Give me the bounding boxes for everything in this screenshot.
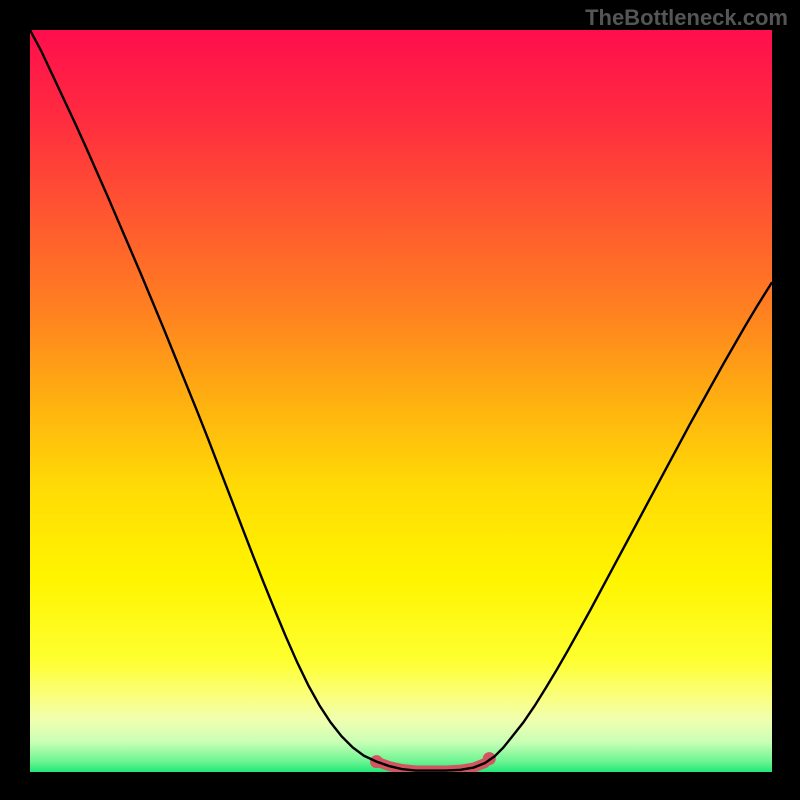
plot-area [30,30,772,772]
chart-svg [30,30,772,772]
watermark-text: TheBottleneck.com [585,5,788,31]
chart-container: TheBottleneck.com [0,0,800,800]
gradient-background [30,30,772,772]
